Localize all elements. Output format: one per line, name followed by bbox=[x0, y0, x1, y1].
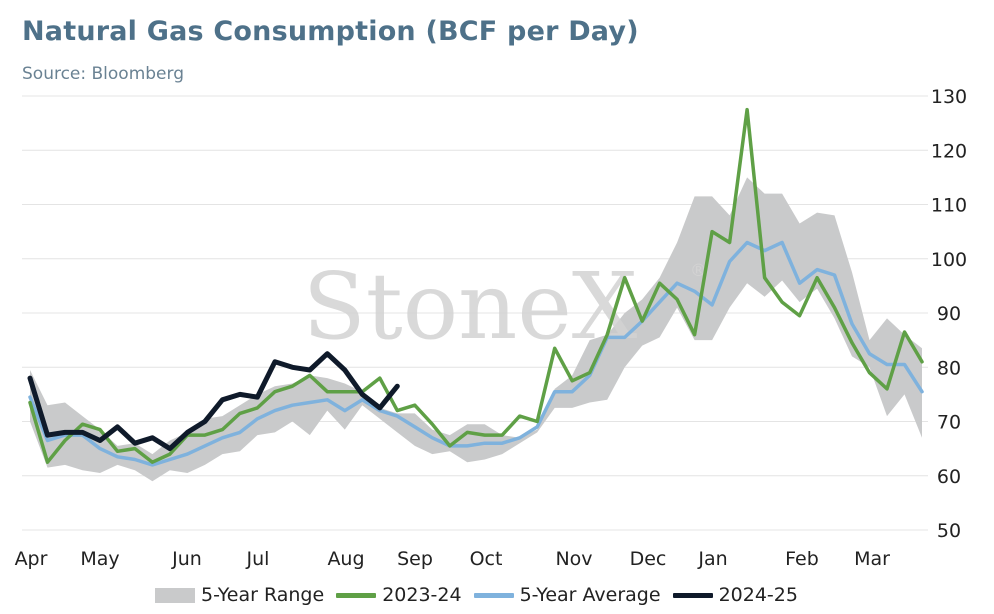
y-tick-label: 110 bbox=[931, 195, 967, 217]
x-tick-label: May bbox=[80, 548, 119, 570]
series-line-2024-25 bbox=[27, 351, 400, 452]
legend: 5-Year Range 2023-24 5-Year Average 2024… bbox=[155, 584, 810, 606]
legend-item-2024-25: 2024-25 bbox=[672, 584, 798, 606]
legend-label-range: 5-Year Range bbox=[201, 584, 325, 606]
y-axis-ticks: 50 60 70 80 90 100 110 120 130 bbox=[931, 86, 967, 542]
y-tick-label: 80 bbox=[937, 357, 961, 379]
watermark-logo: StoneX bbox=[303, 253, 638, 360]
x-tick-label: Sep bbox=[397, 548, 433, 570]
x-tick-label: Dec bbox=[630, 548, 667, 570]
watermark-registered-mark: ® bbox=[690, 261, 707, 281]
chart-title: Natural Gas Consumption (BCF per Day) bbox=[22, 16, 639, 47]
y-tick-label: 70 bbox=[937, 412, 961, 434]
x-tick-label: Jun bbox=[171, 548, 202, 570]
x-tick-label: Aug bbox=[327, 548, 364, 570]
x-tick-label: Oct bbox=[470, 548, 503, 570]
y-tick-label: 90 bbox=[937, 303, 961, 325]
chart-source: Source: Bloomberg bbox=[22, 64, 184, 84]
y-tick-label: 120 bbox=[931, 140, 967, 162]
y-tick-label: 130 bbox=[931, 86, 967, 108]
x-tick-label: Jul bbox=[246, 548, 270, 570]
y-tick-label: 100 bbox=[931, 249, 967, 271]
range-band-layer bbox=[30, 177, 922, 482]
series-line-5-year-average bbox=[28, 240, 924, 467]
range-band-area bbox=[30, 177, 922, 482]
x-axis-ticks: Apr May Jun Jul Aug Sep Oct Nov Dec Jan Feb Mar bbox=[15, 548, 891, 570]
x-tick-label: Feb bbox=[785, 548, 819, 570]
legend-item-2023-24: 2023-24 bbox=[336, 584, 462, 606]
legend-label-2023-24: 2023-24 bbox=[382, 584, 462, 606]
series-line-2023-24 bbox=[28, 107, 924, 464]
x-tick-label: Jan bbox=[697, 548, 727, 570]
y-tick-label: 50 bbox=[937, 520, 961, 542]
legend-label-2024-25: 2024-25 bbox=[718, 584, 798, 606]
legend-swatch-2023-24 bbox=[336, 592, 377, 598]
legend-swatch-range bbox=[155, 587, 195, 603]
legend-label-avg: 5-Year Average bbox=[519, 584, 661, 606]
gridlines bbox=[22, 95, 928, 531]
x-tick-label: Apr bbox=[15, 548, 48, 570]
x-tick-label: Mar bbox=[854, 548, 890, 570]
y-tick-label: 60 bbox=[937, 466, 961, 488]
legend-item-range: 5-Year Range bbox=[155, 584, 324, 606]
series-lines-layer bbox=[27, 107, 924, 467]
legend-swatch-2024-25 bbox=[672, 592, 713, 598]
legend-item-avg: 5-Year Average bbox=[473, 584, 661, 606]
legend-swatch-avg bbox=[473, 592, 514, 598]
x-tick-label: Nov bbox=[555, 548, 592, 570]
